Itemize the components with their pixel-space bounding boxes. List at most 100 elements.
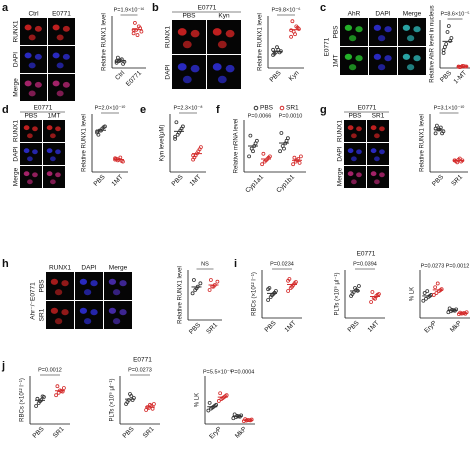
data-point [441, 51, 446, 55]
cell-nucleus [56, 62, 64, 69]
p-value: P=0.0273 [421, 263, 445, 269]
cell-nucleus [356, 126, 362, 132]
data-point [210, 405, 215, 410]
data-point [297, 160, 302, 165]
x-tick-label: PBS [31, 425, 46, 440]
cell-nucleus [212, 28, 222, 36]
cell-nucleus [348, 64, 357, 71]
x-tick-label: 1MT [366, 320, 380, 334]
cell-nucleus [413, 55, 421, 62]
panel-header: E0771 [357, 251, 376, 258]
legend-label: PBS [260, 105, 274, 112]
data-point [440, 131, 445, 136]
cell-nucleus [27, 133, 33, 139]
data-point [96, 132, 101, 137]
cell-nucleus [351, 179, 357, 185]
x-tick-label: PBS [121, 425, 136, 440]
data-point [435, 281, 440, 286]
data-point [253, 141, 258, 146]
data-point [449, 36, 454, 40]
panel-letter: f [216, 104, 220, 116]
row-label: RUNX1 [13, 120, 20, 142]
data-point [248, 133, 253, 138]
data-point [150, 406, 155, 411]
micrograph [43, 120, 65, 142]
row-label: DAPI [337, 146, 344, 161]
cell-nucleus [370, 148, 377, 154]
cell-nucleus [28, 90, 36, 97]
micrograph [207, 20, 241, 54]
cell-nucleus [182, 40, 192, 49]
data-point [116, 55, 120, 60]
data-point [299, 154, 303, 159]
cell-nucleus [112, 289, 121, 296]
side-label: Ahr⁻/⁻E0771 [30, 282, 37, 320]
legend-label: SR1 [286, 105, 299, 112]
row-label: SR1 [39, 308, 46, 321]
cell-nucleus [83, 289, 92, 296]
cell-nucleus [50, 278, 59, 285]
data-point [191, 278, 196, 282]
p-value: P=0.0012 [38, 367, 62, 373]
cell-nucleus [52, 52, 60, 59]
p-value: P=0.0273 [128, 367, 152, 373]
column-label: PBS [182, 13, 196, 20]
cell-nucleus [79, 278, 88, 285]
micrograph [20, 166, 42, 188]
micrograph [75, 301, 103, 329]
micrograph [172, 20, 206, 54]
micrograph [207, 55, 241, 89]
cell-nucleus [190, 29, 200, 38]
panel-letter: j [1, 360, 5, 372]
data-point [215, 279, 220, 284]
data-point [433, 285, 438, 290]
x-tick-label: Ctrl [114, 69, 126, 81]
cell-nucleus [384, 55, 392, 62]
micrograph [20, 18, 47, 45]
image-header: E0771 [34, 105, 53, 112]
x-tick-label: PBS [263, 319, 278, 334]
data-point [190, 291, 195, 296]
p-value: P=9.8×10⁻⁶ [271, 6, 300, 13]
data-point [442, 45, 447, 49]
micrograph [75, 272, 103, 300]
data-point [289, 28, 294, 33]
data-point [260, 162, 265, 167]
data-point [135, 33, 140, 37]
micrograph [398, 18, 426, 46]
cell-nucleus [355, 26, 363, 33]
data-point [151, 402, 156, 406]
cell-nucleus [50, 307, 59, 314]
data-point [130, 398, 135, 402]
cell-nucleus [379, 126, 385, 132]
row-label: DAPI [165, 64, 172, 79]
y-axis-label: Relative RUNX1 level [102, 13, 108, 71]
y-axis-label: PLTs (×10⁹ μl⁻¹) [109, 379, 116, 422]
x-tick-label: PBS [346, 319, 361, 334]
cell-nucleus [32, 126, 38, 132]
cell-nucleus [62, 53, 70, 60]
micrograph [344, 120, 366, 142]
data-point [434, 123, 439, 128]
panel-letter: d [2, 104, 9, 116]
data-point [62, 386, 66, 390]
y-axis-label: Relative RUNX1 level [178, 266, 184, 324]
micrograph [367, 120, 389, 142]
p-value: P=0.0394 [353, 261, 377, 267]
column-label: Kyn [218, 13, 230, 20]
micrograph [398, 47, 426, 75]
cell-nucleus [374, 156, 380, 162]
cell-nucleus [28, 34, 36, 41]
cell-nucleus [217, 75, 227, 84]
data-point [131, 31, 136, 36]
image-header: E0771 [198, 5, 217, 12]
row-label: RUNX1 [337, 120, 344, 142]
cell-nucleus [54, 318, 63, 325]
micrograph [367, 166, 389, 188]
micrograph [104, 301, 132, 329]
cell-nucleus [355, 55, 363, 62]
cell-nucleus [379, 172, 385, 178]
cell-nucleus [54, 289, 63, 296]
cell-nucleus [56, 90, 64, 97]
micrograph [48, 18, 75, 45]
